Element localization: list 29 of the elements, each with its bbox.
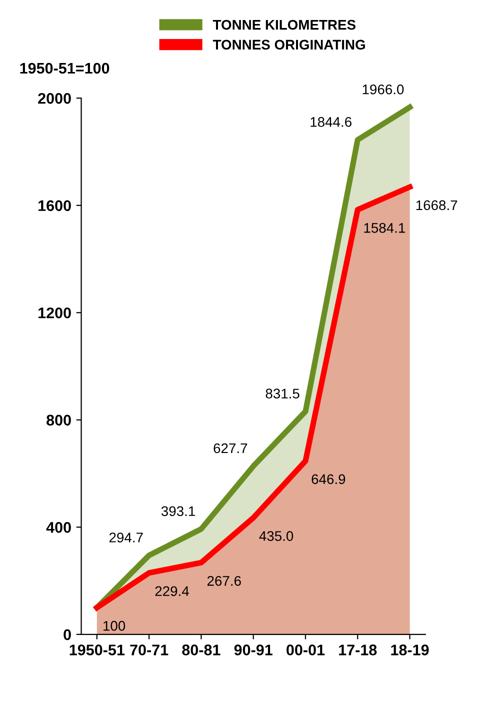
y-tick-label: 0 xyxy=(64,629,71,640)
x-tick-label: 18-19 xyxy=(391,644,429,656)
y-axis-title: 1950-51=100 xyxy=(20,62,110,74)
data-label: 831.5 xyxy=(266,388,300,399)
x-tick-label: 80-81 xyxy=(182,644,220,656)
y-tick-label: 400 xyxy=(46,522,71,533)
data-label: 627.7 xyxy=(214,443,248,454)
legend-label: TONNE KILOMETRES xyxy=(212,20,356,30)
y-tick-label: 1200 xyxy=(38,308,71,318)
data-label: 1584.1 xyxy=(364,222,405,233)
legend-label: TONNES ORIGINATING xyxy=(212,40,365,50)
data-label: 393.1 xyxy=(161,506,195,516)
y-tick-label: 800 xyxy=(46,414,71,426)
data-label: 100 xyxy=(104,620,126,631)
data-label: 229.4 xyxy=(155,586,189,596)
data-label: 294.7 xyxy=(109,532,143,542)
data-label: 267.6 xyxy=(207,576,241,586)
y-tick-label: 2000 xyxy=(38,93,71,104)
x-tick-label: 70-71 xyxy=(130,644,168,656)
x-tick-label: 90-91 xyxy=(234,644,272,656)
x-tick-label: 17-18 xyxy=(339,644,377,656)
data-label: 1966.0 xyxy=(362,84,404,94)
y-tick-label: 1600 xyxy=(38,200,71,212)
data-label: 646.9 xyxy=(312,474,346,484)
x-tick-label: 1950-51 xyxy=(70,644,125,656)
data-label: 1844.6 xyxy=(310,117,352,127)
data-label: 435.0 xyxy=(259,531,294,541)
x-tick-label: 00-01 xyxy=(286,644,325,656)
data-label: 1668.7 xyxy=(416,200,458,210)
